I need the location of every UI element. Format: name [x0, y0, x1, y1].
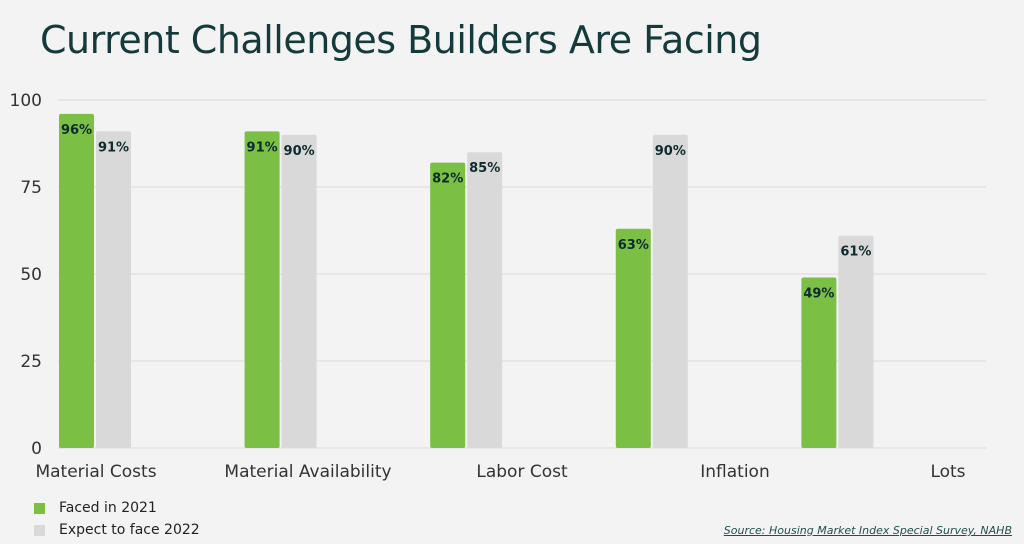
bar: [838, 235, 874, 448]
bar: [59, 113, 94, 449]
y-tick-label: 0: [31, 439, 42, 459]
data-label: 91%: [98, 140, 129, 155]
bar: [467, 152, 503, 448]
legend-swatch-2022: [34, 524, 45, 536]
data-label: 90%: [655, 144, 686, 159]
x-tick-label: Inflation: [700, 462, 769, 482]
data-label: 49%: [803, 286, 834, 301]
bar: [615, 228, 651, 448]
data-label: 96%: [61, 123, 92, 138]
x-tick-label: Material Costs: [35, 462, 156, 482]
x-tick-label: Material Availability: [224, 462, 391, 482]
bar: [430, 162, 466, 448]
data-label: 82%: [432, 172, 463, 187]
legend: Faced in 2021 Expect to face 2022: [34, 497, 200, 541]
y-tick-label: 50: [20, 265, 42, 285]
bar: [652, 134, 688, 449]
bar: [281, 134, 317, 449]
legend-label-2021: Faced in 2021: [59, 500, 157, 516]
source-link[interactable]: Source: Housing Market Index Special Sur…: [723, 524, 1012, 537]
bar: [96, 131, 131, 448]
bar: [801, 277, 837, 448]
data-label: 90%: [284, 144, 315, 159]
data-label: 91%: [247, 140, 278, 155]
legend-item-2022: Expect to face 2022: [34, 519, 200, 541]
data-label: 85%: [469, 161, 500, 176]
legend-swatch-2021: [34, 502, 45, 514]
y-tick-label: 75: [20, 178, 42, 198]
chart-title: Current Challenges Builders Are Facing: [40, 18, 762, 62]
data-label: 61%: [840, 245, 871, 260]
legend-item-2021: Faced in 2021: [34, 497, 200, 519]
x-tick-label: Lots: [930, 462, 965, 482]
legend-label-2022: Expect to face 2022: [59, 522, 200, 538]
data-label: 63%: [618, 238, 649, 253]
y-tick-label: 25: [20, 352, 42, 372]
y-tick-label: 100: [10, 91, 42, 111]
x-tick-label: Labor Cost: [476, 462, 568, 482]
bar: [244, 131, 280, 448]
